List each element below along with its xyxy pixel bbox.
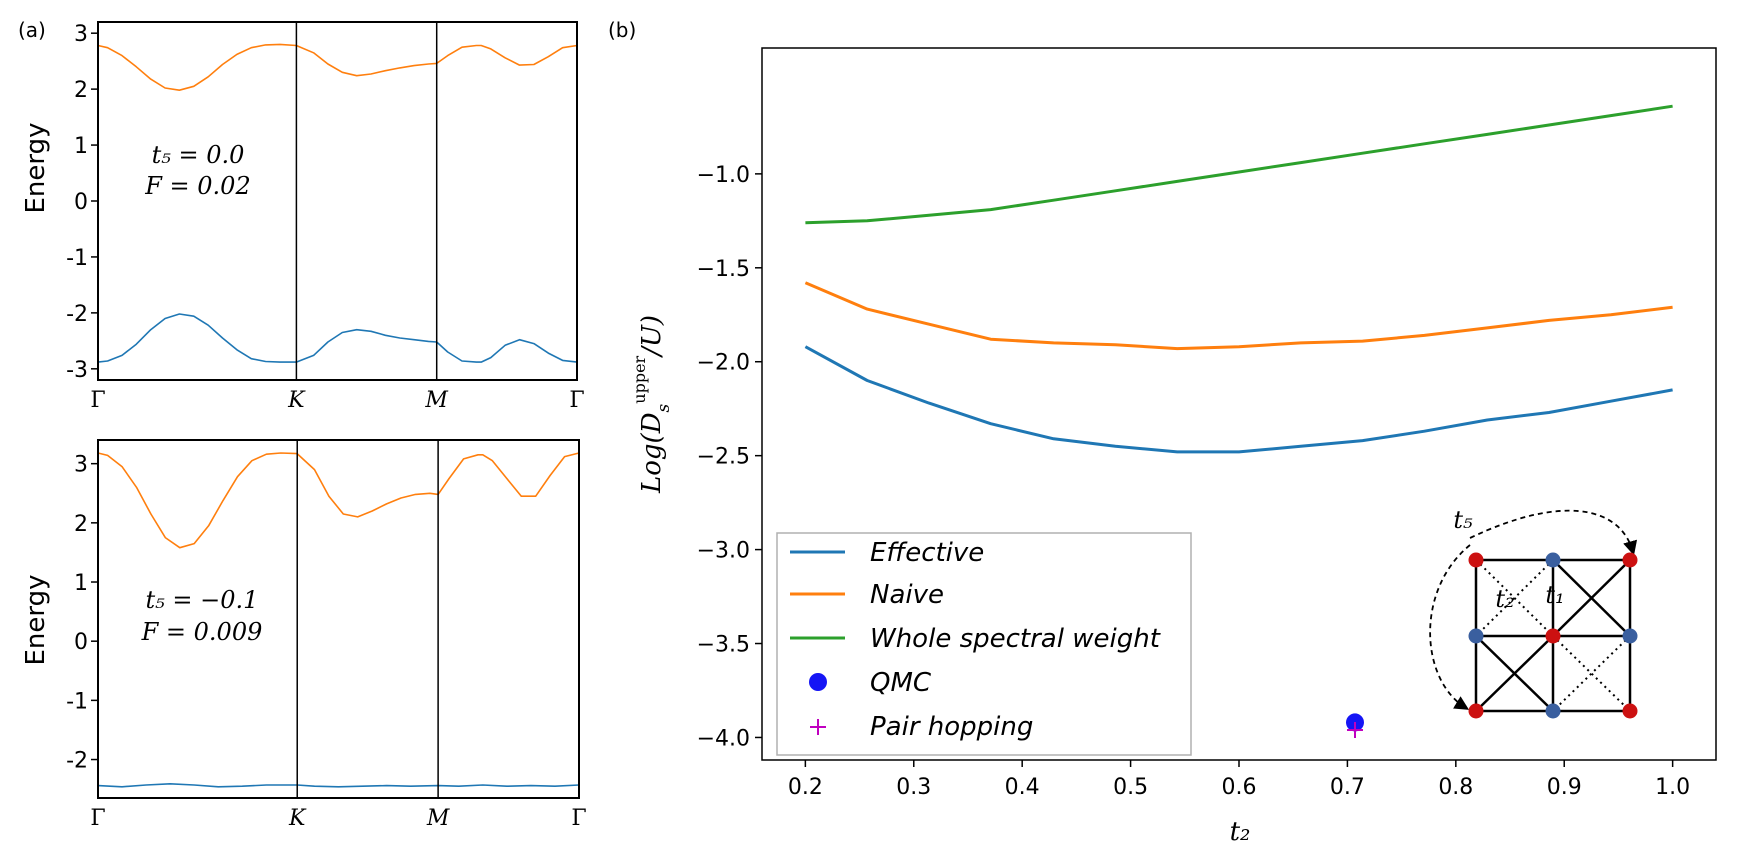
x-tick-label: 1.0 xyxy=(1655,775,1690,800)
lattice-dotted-bonds xyxy=(1475,559,1631,712)
legend-label-effective: Effective xyxy=(870,538,984,568)
legend-label-naive: Naive xyxy=(870,580,944,610)
band-bottom-ylabel: Energy xyxy=(21,574,51,665)
main-lines xyxy=(804,104,1673,738)
band-top-annotation-t5: t₅ = 0.0 xyxy=(152,141,245,169)
y-tick-label: 2 xyxy=(74,78,88,103)
lattice-site-red xyxy=(1622,703,1638,719)
band-bottom-annotation-f: F = 0.009 xyxy=(141,618,263,646)
lattice-site-red xyxy=(1468,703,1484,719)
band-structure-bottom: 3 2 1 0 -1 -2 Γ K M Γ Energy t₅ = −0.1 F = 0.009 xyxy=(21,439,587,831)
x-tick-label: 0.3 xyxy=(896,775,931,800)
series-line-whole-spectral-weight xyxy=(805,104,1673,225)
series-line-upper-band xyxy=(97,452,580,549)
series-line-naive xyxy=(804,281,1673,351)
point-pair-hopping xyxy=(1347,721,1363,738)
y-tick-label: −4.0 xyxy=(697,726,750,751)
y-tick-label: 0 xyxy=(74,190,88,215)
series-line-lower-band xyxy=(97,783,580,788)
band-top-lines xyxy=(97,43,578,363)
legend-swatch-qmc xyxy=(809,673,827,691)
band-bottom-axes: 3 2 1 0 -1 -2 Γ K M Γ xyxy=(66,440,587,831)
lattice-site-red xyxy=(1545,628,1561,644)
main-frame xyxy=(761,47,1717,761)
x-tick-label-m: M xyxy=(426,806,450,831)
legend-label-qmc: QMC xyxy=(870,668,932,698)
y-tick-label: -1 xyxy=(66,689,88,714)
x-tick-label-k: K xyxy=(287,388,306,413)
inset-label-t5: t₅ xyxy=(1453,506,1473,534)
inset-label-t2: t₂ xyxy=(1495,585,1514,613)
band-top-frame xyxy=(97,21,578,381)
x-tick-label-gamma: Γ xyxy=(571,806,586,831)
lattice-sites xyxy=(1468,552,1638,719)
y-tick-label: −3.0 xyxy=(697,539,750,564)
lattice-site-red xyxy=(1468,552,1484,568)
band-top-ylabel: Energy xyxy=(21,122,51,213)
y-tick-label: −2.0 xyxy=(697,351,750,376)
x-tick-label-gamma: Γ xyxy=(569,388,584,413)
y-tick-label: −3.5 xyxy=(697,633,750,658)
y-tick-label: -2 xyxy=(66,302,88,327)
y-tick-label: 1 xyxy=(74,134,88,159)
legend-label-whole: Whole spectral weight xyxy=(870,624,1161,654)
band-bottom-lines xyxy=(97,452,580,788)
legend: Effective Naive Whole spectral weight QM… xyxy=(776,532,1192,756)
legend-swatch-pair-hopping xyxy=(810,719,826,735)
t5-hop-arrow-top xyxy=(1469,509,1638,556)
x-tick-label: 0.6 xyxy=(1222,775,1257,800)
lattice-inset: t₅ t₂ t₁ xyxy=(1429,506,1638,719)
y-tick-label: -1 xyxy=(66,246,88,271)
legend-box xyxy=(776,532,1192,756)
series-line-effective xyxy=(804,345,1673,454)
main-chart: −1.0 −1.5 −2.0 −2.5 −3.0 −3.5 −4.0 0.2 0.3 0.4 0.5… xyxy=(630,47,1717,847)
band-top-annotation-f: F = 0.02 xyxy=(144,172,250,200)
band-bottom-annotation-t5: t₅ = −0.1 xyxy=(146,586,259,614)
x-tick-label-gamma: Γ xyxy=(90,806,105,831)
lattice-site-blue xyxy=(1545,552,1561,568)
y-tick-label: -3 xyxy=(66,358,88,383)
y-tick-label: −1.5 xyxy=(697,257,750,282)
main-axes: −1.0 −1.5 −2.0 −2.5 −3.0 −3.5 −4.0 0.2 0.3 0.4 0.5… xyxy=(697,163,1691,800)
x-tick-label: 0.8 xyxy=(1438,775,1473,800)
inset-label-t1: t₁ xyxy=(1545,581,1564,609)
legend-label-pair-hopping: Pair hopping xyxy=(870,712,1033,742)
x-tick-label: 0.7 xyxy=(1330,775,1365,800)
lattice-site-blue xyxy=(1622,628,1638,644)
lattice-site-blue xyxy=(1545,703,1561,719)
x-tick-label: 0.5 xyxy=(1113,775,1148,800)
panel-label-b: (b) xyxy=(608,18,636,42)
x-tick-label-k: K xyxy=(288,806,307,831)
y-tick-label: 2 xyxy=(74,512,88,537)
x-tick-label-gamma: Γ xyxy=(90,388,105,413)
t5-hop-arrow-left xyxy=(1429,544,1471,710)
lattice-site-red xyxy=(1622,552,1638,568)
y-tick-label: 3 xyxy=(74,22,88,47)
series-line-upper-band xyxy=(97,43,578,91)
lattice-site-blue xyxy=(1468,628,1484,644)
main-ylabel: Log(Dsupper/U) xyxy=(630,315,674,494)
panel-label-a: (a) xyxy=(18,18,46,42)
main-xlabel: t₂ xyxy=(1230,817,1251,847)
y-tick-label: 0 xyxy=(74,630,88,655)
y-tick-label: 1 xyxy=(74,571,88,596)
band-bottom-frame xyxy=(97,439,580,799)
series-line-lower-band xyxy=(97,313,578,363)
y-tick-label: 3 xyxy=(74,453,88,478)
y-tick-label: −2.5 xyxy=(697,445,750,470)
y-tick-label: −1.0 xyxy=(697,163,750,188)
x-tick-label: 0.9 xyxy=(1547,775,1582,800)
x-tick-label: 0.2 xyxy=(788,775,823,800)
y-tick-label: -2 xyxy=(66,749,88,774)
x-tick-label: 0.4 xyxy=(1005,775,1040,800)
x-tick-label-m: M xyxy=(424,388,448,413)
